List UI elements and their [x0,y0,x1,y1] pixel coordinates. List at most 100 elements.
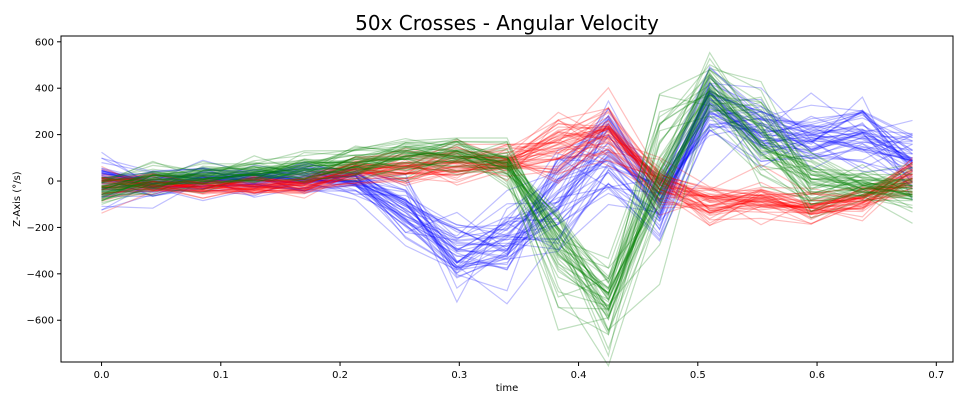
x-tick-label: 0.1 [213,370,229,381]
series-line [101,76,913,300]
series-line [101,111,913,213]
y-tick-label: 400 [35,84,54,95]
series-line [101,115,913,253]
series-line [101,63,913,336]
series-line [101,68,913,310]
series-line [101,106,913,313]
series-line [101,51,913,321]
y-axis-ticks: −600 −400 −200 0 200 400 600 [27,37,61,327]
series-line [101,101,913,269]
series-line [101,92,913,229]
series-line [101,125,913,207]
series-line [101,128,913,270]
series-line [101,103,913,332]
series-line [101,126,913,213]
series-line [101,74,913,284]
plot-background [61,36,953,362]
series-line [101,133,913,207]
series-line [101,141,913,221]
series-line [101,129,913,215]
series-line [101,136,913,220]
series-line [101,97,913,264]
series-line [101,138,913,224]
series-line [101,110,913,290]
series-line [101,129,913,225]
series-line [101,125,913,252]
series-line [101,142,913,209]
x-tick-label: 0.3 [451,370,467,381]
series-line [101,107,913,263]
series-line [101,128,913,210]
series-line [101,106,913,213]
chart-title: 50x Crosses - Angular Velocity [355,11,659,35]
series-line [101,94,913,296]
y-tick-label: −400 [27,269,54,280]
series-line [101,102,913,336]
series-line [101,134,913,225]
series-line [101,87,913,294]
series-line [101,105,913,271]
series-line [101,82,913,258]
series-line [101,119,913,214]
series-line [101,124,913,214]
series-line [101,123,913,219]
series-line [101,159,913,227]
series-line [101,115,913,208]
series-line [101,123,913,214]
series-line [101,120,913,208]
series-line [101,130,913,216]
series-line [101,90,913,253]
x-tick-label: 0.0 [94,370,110,381]
series-line [101,127,913,199]
series-line [101,122,913,210]
series-line [101,134,913,215]
series-line [101,145,913,212]
series-line [101,94,913,318]
series-line [101,108,913,240]
series-line [101,97,913,269]
series-line [101,148,913,207]
series-line [101,92,913,255]
series-lines [101,51,914,368]
series-line [101,71,913,334]
series-line [101,89,913,264]
series-line [101,89,913,269]
series-line [101,69,913,297]
series-line [101,91,913,285]
series-line [101,133,913,218]
series-line [101,98,913,250]
series-line [101,67,913,241]
series-line [101,92,913,247]
series-line [101,90,913,280]
x-tick-label: 0.6 [809,370,825,381]
series-line [101,110,913,207]
series-line [101,87,913,312]
series-line [101,124,913,292]
series-line [101,72,913,298]
series-line [101,78,913,290]
series-line [101,87,913,237]
x-tick-label: 0.7 [928,370,944,381]
series-line [101,81,913,278]
series-line [101,96,913,242]
series-line [101,86,913,198]
series-line [101,73,913,291]
series-line [101,122,913,252]
series-line [101,103,913,308]
series-line [101,119,913,226]
y-tick-label: −200 [27,223,54,234]
series-line [101,105,913,306]
series-line [101,126,913,207]
series-line [101,117,913,278]
series-line [101,128,913,199]
series-line [101,99,913,331]
series-line [101,94,913,317]
series-line [101,153,913,226]
series-line [101,140,913,215]
x-tick-label: 0.2 [332,370,348,381]
series-line [101,84,913,260]
series-line [101,145,913,214]
series-line [101,94,913,245]
series-line [101,99,913,289]
